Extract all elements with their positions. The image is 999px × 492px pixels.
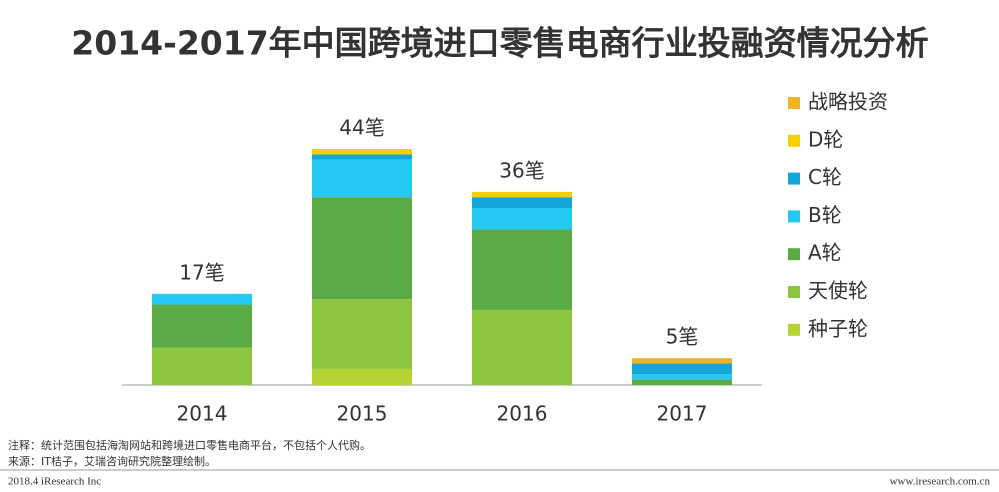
bar-segment [312,149,412,155]
legend-swatch [788,248,800,261]
source: 来源：IT桔子，艾瑞咨询研究院整理绘制。 [8,454,216,468]
total-label: 5笔 [666,325,699,349]
legend-swatch [788,97,800,109]
bar-segment [312,299,412,369]
note: 注释：统计范围包括海淘网站和跨境进口零售电商平台，不包括个人代购。 [8,438,371,452]
bar-segment [472,208,572,230]
bar-segment [152,347,252,385]
total-label: 44笔 [339,116,384,140]
legend-label: A轮 [808,241,842,265]
bar-segment [632,363,732,375]
bar-segment [632,374,732,380]
total-label: 17笔 [179,260,224,284]
bar-segment [472,191,572,198]
x-tick-label: 2014 [177,402,228,426]
bar-segment [312,368,412,385]
bar-segment [632,358,732,364]
legend-swatch [788,286,800,298]
legend-swatch [788,323,800,336]
bar-segment [152,293,252,305]
legend-swatch [788,134,800,147]
bar-segment [312,197,412,300]
bar-segment [472,309,572,385]
legend-label: C轮 [808,165,842,189]
chart-title: 2014-2017年中国跨境进口零售电商行业投融资情况分析 [71,24,928,63]
copyright: 2018.4 iResearch Inc [8,476,101,488]
legend-label: 种子轮 [808,316,868,340]
legend-label: B轮 [808,203,842,227]
bar-segment [472,197,572,208]
url: www.iresearch.com.cn [890,476,991,488]
legend-label: 战略投资 [808,90,888,114]
bar-segment [312,159,412,198]
legend-swatch [788,172,800,185]
total-label: 36笔 [499,158,544,182]
x-tick-label: 2016 [497,402,548,426]
x-tick-label: 2015 [337,402,388,426]
legend-swatch [788,210,800,223]
bar-segment [152,304,252,348]
x-tick-label: 2017 [657,402,708,426]
bar-segment [472,229,572,310]
legend-label: D轮 [808,127,843,151]
legend-label: 天使轮 [808,279,868,303]
bar-segment [312,154,412,160]
bar-segment [632,379,732,385]
